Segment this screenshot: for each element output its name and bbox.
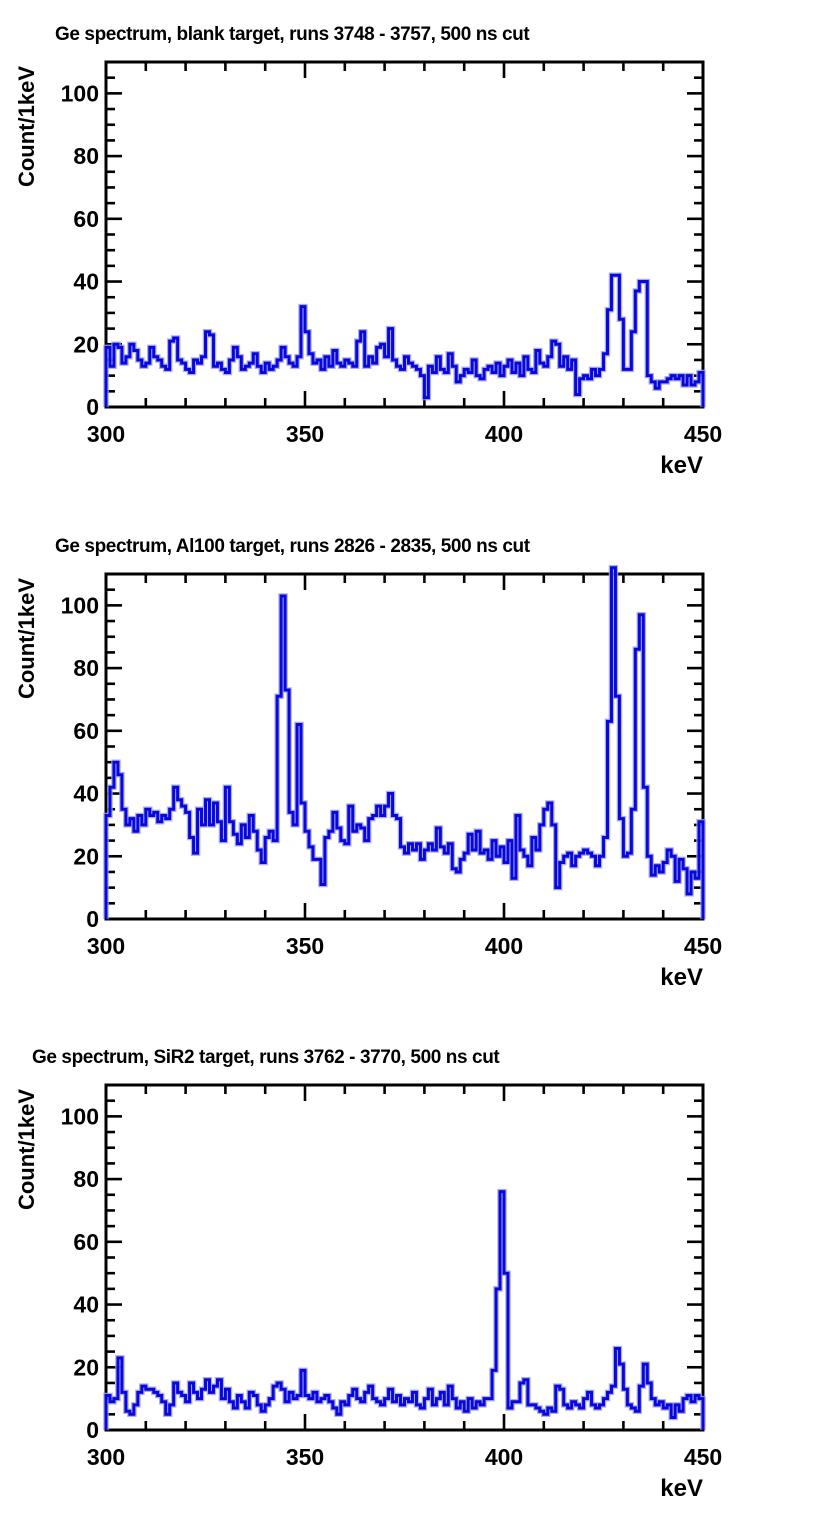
x-tick-label: 350 bbox=[286, 933, 324, 959]
chart-canvas-3: 300 350 400 450 0 20 40 60 80 100 keV Count/1keV bbox=[14, 1083, 723, 1502]
y-tick-label: 60 bbox=[73, 1229, 99, 1255]
chart-canvas-2: 300 350 400 450 0 20 40 60 80 100 keV Count/1keV bbox=[14, 564, 723, 991]
axis-tick-labels: 300 350 400 450 0 20 40 60 80 100 bbox=[61, 80, 723, 447]
y-axis-title: Count/1keV bbox=[14, 66, 39, 187]
y-tick-label: 20 bbox=[73, 843, 99, 869]
y-tick-label: 80 bbox=[73, 143, 99, 169]
x-tick-label: 350 bbox=[286, 421, 324, 447]
chart-title: Ge spectrum, Al100 target, runs 2826 - 2… bbox=[55, 536, 530, 557]
x-axis-title: keV bbox=[660, 452, 703, 479]
y-tick-label: 80 bbox=[73, 1166, 99, 1192]
x-tick-label: 300 bbox=[87, 1444, 125, 1470]
histogram-halo bbox=[103, 1188, 706, 1430]
histogram-line bbox=[104, 273, 705, 407]
chart-title: Ge spectrum, blank target, runs 3748 - 3… bbox=[55, 24, 530, 45]
y-tick-label: 0 bbox=[86, 906, 99, 932]
y-tick-label: 40 bbox=[73, 269, 99, 295]
histogram-halo bbox=[103, 272, 706, 407]
x-tick-label: 450 bbox=[684, 421, 722, 447]
x-tick-label: 400 bbox=[485, 933, 523, 959]
y-tick-label: 100 bbox=[61, 1103, 99, 1129]
x-tick-label: 300 bbox=[87, 933, 125, 959]
x-tick-label: 300 bbox=[87, 421, 125, 447]
axis-tick-labels: 300 350 400 450 0 20 40 60 80 100 bbox=[61, 592, 723, 959]
x-tick-label: 400 bbox=[485, 421, 523, 447]
y-tick-label: 100 bbox=[61, 80, 99, 106]
y-tick-label: 100 bbox=[61, 592, 99, 618]
y-tick-label: 0 bbox=[86, 394, 99, 420]
histogram-line bbox=[104, 566, 705, 919]
y-axis-title: Count/1keV bbox=[14, 578, 39, 699]
spectrum-chart-sir2: Ge spectrum, SiR2 target, runs 3762 - 37… bbox=[0, 1023, 835, 1535]
y-tick-label: 40 bbox=[73, 781, 99, 807]
y-tick-label: 60 bbox=[73, 206, 99, 232]
x-tick-label: 350 bbox=[286, 1444, 324, 1470]
axis-tick-labels: 300 350 400 450 0 20 40 60 80 100 bbox=[61, 1103, 723, 1470]
spectrum-chart-blank: Ge spectrum, blank target, runs 3748 - 3… bbox=[0, 0, 835, 512]
x-tick-label: 400 bbox=[485, 1444, 523, 1470]
y-tick-label: 80 bbox=[73, 655, 99, 681]
chart-title: Ge spectrum, SiR2 target, runs 3762 - 37… bbox=[32, 1047, 500, 1068]
histogram-halo bbox=[103, 564, 706, 919]
x-tick-label: 450 bbox=[684, 1444, 722, 1470]
chart-canvas-1: 300 350 400 450 0 20 40 60 80 100 keV Count/1keV bbox=[14, 60, 723, 479]
y-tick-label: 60 bbox=[73, 718, 99, 744]
y-tick-label: 20 bbox=[73, 1354, 99, 1380]
x-axis-title: keV bbox=[660, 964, 703, 991]
axis-ticks bbox=[104, 60, 705, 409]
histogram-line bbox=[104, 1190, 705, 1430]
y-axis-title: Count/1keV bbox=[14, 1089, 39, 1210]
y-tick-label: 0 bbox=[86, 1417, 99, 1443]
y-tick-label: 20 bbox=[73, 331, 99, 357]
y-tick-label: 40 bbox=[73, 1292, 99, 1318]
x-axis-title: keV bbox=[660, 1475, 703, 1502]
spectrum-chart-al100: Ge spectrum, Al100 target, runs 2826 - 2… bbox=[0, 512, 835, 1024]
x-tick-label: 450 bbox=[684, 933, 722, 959]
